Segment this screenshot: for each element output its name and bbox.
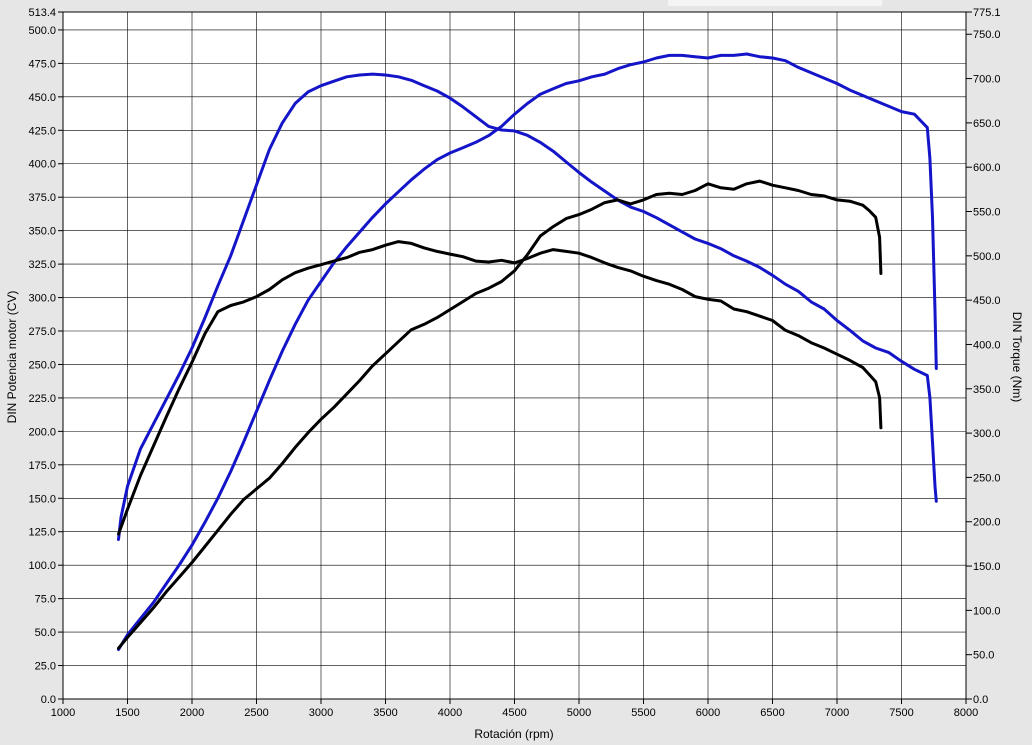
y-tick-label: 200.0 <box>28 426 56 438</box>
y-tick-label: 25.0 <box>35 661 56 673</box>
y-tick-label: 375.0 <box>28 192 56 204</box>
y2-tick-label: 150.0 <box>973 561 1001 573</box>
y2-tick-label: 750.0 <box>973 29 1001 41</box>
x-tick-label: 2000 <box>180 707 204 719</box>
series-lines <box>117 52 938 651</box>
y-tick-label: 125.0 <box>28 527 56 539</box>
y2-tick-label: 500.0 <box>973 251 1001 263</box>
y2-tick-label: 450.0 <box>973 295 1001 307</box>
y2-tick-label: 300.0 <box>973 428 1001 440</box>
x-tick-label: 3500 <box>373 707 397 719</box>
y-tick-label: 400.0 <box>28 159 56 171</box>
x-tick-label: 1500 <box>115 707 139 719</box>
y-tick-label: 325.0 <box>28 259 56 271</box>
y-tick-label: 250.0 <box>28 359 56 371</box>
x-tick-label: 1000 <box>51 707 75 719</box>
series-line-2 <box>117 179 883 650</box>
series-line-3 <box>117 240 883 536</box>
y2-tick-label: 100.0 <box>973 605 1001 617</box>
y-tick-label: 100.0 <box>28 560 56 572</box>
y2-tick-label: 250.0 <box>973 472 1001 484</box>
x-tick-label: 2500 <box>244 707 268 719</box>
x-tick-label: 7500 <box>889 707 913 719</box>
x-tick-label: 5500 <box>631 707 655 719</box>
y2-tick-label: 400.0 <box>973 339 1001 351</box>
y2-tick-label: 775.1 <box>973 7 1001 19</box>
y2-tick-label: 50.0 <box>973 650 994 662</box>
y2-axis-label: DIN Torque (Nm) <box>1010 312 1024 402</box>
y-tick-label: 350.0 <box>28 226 56 238</box>
y-axis-label: DIN Potencia motor (CV) <box>5 291 19 424</box>
y-tick-label: 425.0 <box>28 125 56 137</box>
y2-tick-label: 700.0 <box>973 74 1001 86</box>
y-tick-label: 513.4 <box>28 7 56 19</box>
y-tick-label: 225.0 <box>28 393 56 405</box>
y-tick-label: 475.0 <box>28 58 56 70</box>
y2-tick-label: 650.0 <box>973 118 1001 130</box>
x-tick-label: 4000 <box>438 707 462 719</box>
y-tick-label: 50.0 <box>35 627 56 639</box>
x-axis-ticks: 1000 1500 2000 2500 3000 3500 4000 4500 5000 5500… <box>51 699 978 719</box>
x-tick-label: 8000 <box>954 707 978 719</box>
series-line-1 <box>117 72 938 541</box>
x-tick-label: 4500 <box>502 707 526 719</box>
x-tick-label: 6500 <box>760 707 784 719</box>
y-tick-label: 0.0 <box>41 694 56 706</box>
y2-tick-label: 200.0 <box>973 517 1001 529</box>
y2-tick-label: 350.0 <box>973 384 1001 396</box>
series-line-0 <box>117 52 938 651</box>
y-tick-label: 300.0 <box>28 293 56 305</box>
y-tick-label: 275.0 <box>28 326 56 338</box>
x-axis-label: Rotación (rpm) <box>474 727 553 741</box>
x-tick-label: 6000 <box>696 707 720 719</box>
y2-axis-ticks: 0.0 50.0 100.0 150.0 200.0 250.0 300.0 350.0 400… <box>966 7 1001 706</box>
x-tick-label: 3000 <box>309 707 333 719</box>
y2-tick-label: 0.0 <box>973 694 988 706</box>
x-tick-label: 5000 <box>567 707 591 719</box>
y-tick-label: 450.0 <box>28 92 56 104</box>
y-tick-label: 75.0 <box>35 594 56 606</box>
legend-box-fragment <box>668 0 882 6</box>
y-axis-ticks: 0.0 25.0 50.0 75.0 100.0 125.0 150.0 175.0 200.0… <box>28 7 63 706</box>
y-tick-label: 150.0 <box>28 493 56 505</box>
x-tick-label: 7000 <box>825 707 849 719</box>
y2-tick-label: 550.0 <box>973 207 1001 219</box>
y-tick-label: 500.0 <box>28 25 56 37</box>
y-tick-label: 175.0 <box>28 460 56 472</box>
y2-tick-label: 600.0 <box>973 162 1001 174</box>
